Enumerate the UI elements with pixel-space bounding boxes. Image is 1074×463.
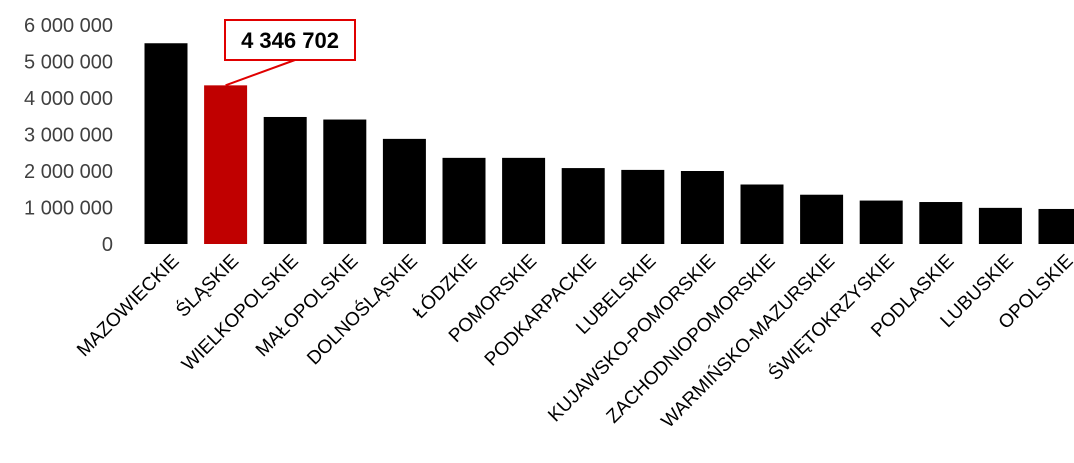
bar bbox=[680, 171, 724, 244]
y-tick-label: 3 000 000 bbox=[24, 125, 113, 147]
bar bbox=[800, 194, 844, 244]
y-tick-label: 2 000 000 bbox=[24, 161, 113, 183]
x-tick-label: MAŁOPOLSKIE bbox=[252, 251, 362, 361]
y-tick-label: 6 000 000 bbox=[24, 15, 113, 37]
y-tick-label: 0 bbox=[102, 234, 113, 256]
x-tick-label: MAZOWIECKIE bbox=[73, 251, 183, 361]
bar bbox=[621, 169, 665, 244]
bar bbox=[263, 116, 307, 244]
bar bbox=[1038, 208, 1074, 244]
value-callout: 4 346 702 bbox=[224, 19, 356, 87]
x-tick-label: DOLNOŚLĄSKIE bbox=[303, 250, 422, 369]
bar bbox=[740, 184, 784, 244]
bars bbox=[144, 43, 1074, 245]
callout-box bbox=[224, 19, 356, 61]
bar bbox=[323, 119, 367, 244]
bar bbox=[561, 168, 605, 244]
y-tick-label: 1 000 000 bbox=[24, 198, 113, 220]
bar bbox=[144, 43, 188, 244]
callout-value-label: 4 346 702 bbox=[241, 28, 339, 53]
bar bbox=[382, 138, 426, 244]
y-axis: 0 1 000 000 2 000 000 3 000 000 4 000 000 5 0… bbox=[24, 15, 113, 256]
bar bbox=[978, 207, 1022, 244]
x-axis-labels: MAZOWIECKIEŚLĄSKIEWIELKOPOLSKIEMAŁOPOLSK… bbox=[73, 250, 1074, 432]
bar bbox=[502, 157, 546, 244]
bar bbox=[859, 200, 903, 244]
bar bbox=[919, 202, 963, 244]
bar bbox=[204, 85, 248, 245]
y-tick-label: 4 000 000 bbox=[24, 88, 113, 110]
callout-leader-line bbox=[225, 59, 296, 87]
y-tick-label: 5 000 000 bbox=[24, 52, 113, 74]
x-tick-label: PODKARPACKIE bbox=[481, 251, 601, 371]
bar bbox=[442, 157, 486, 244]
